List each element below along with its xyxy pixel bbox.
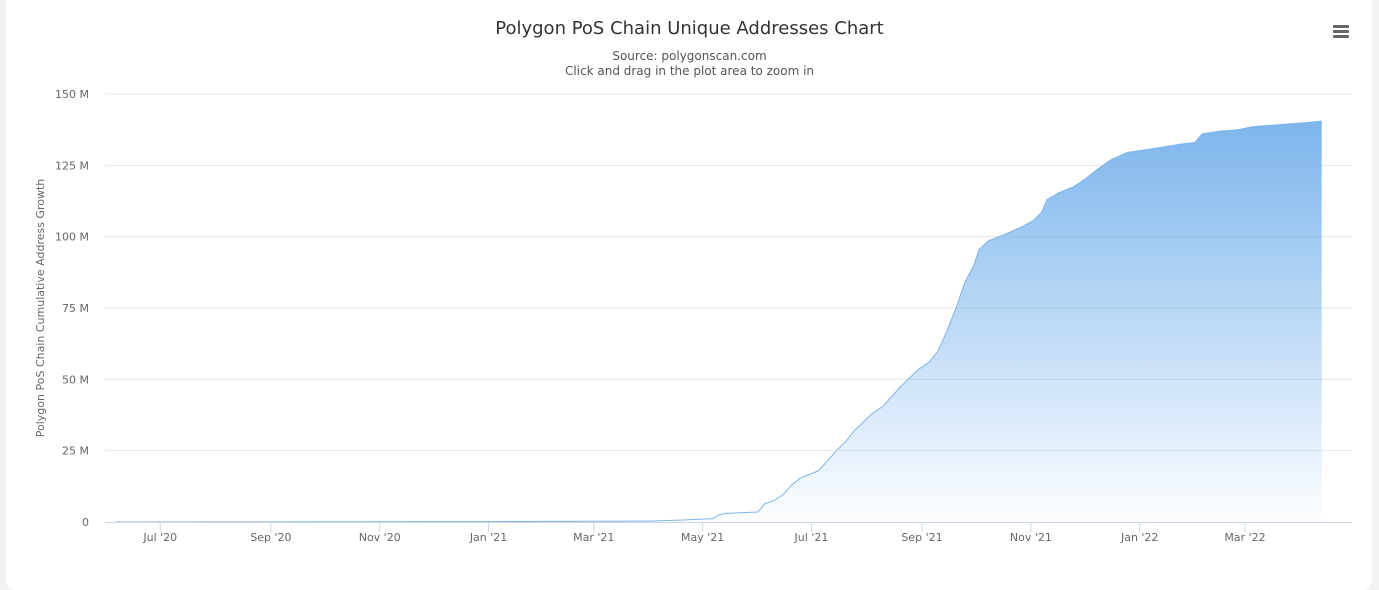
x-tick-label: Sep '21	[901, 531, 942, 544]
chart-title: Polygon PoS Chain Unique Addresses Chart	[495, 18, 884, 39]
x-tick-label: Jan '22	[1120, 531, 1158, 544]
chart-subtitle: Source: polygonscan.com Click and drag i…	[0, 49, 1379, 79]
y-tick-label: 150 M	[55, 88, 89, 101]
x-tick-label: Nov '20	[359, 531, 401, 544]
x-tick-label: Sep '20	[250, 531, 291, 544]
series-line	[115, 120, 1322, 523]
x-tick-label: Jan '21	[469, 531, 507, 544]
y-tick-label: 100 M	[55, 231, 89, 244]
y-tick-label: 50 M	[62, 373, 89, 386]
y-tick-label: 25 M	[62, 445, 89, 458]
x-tick-label: Mar '22	[1224, 531, 1265, 544]
y-axis-title: Polygon PoS Chain Cumulative Address Gro…	[34, 179, 47, 438]
hamburger-menu-icon[interactable]	[1330, 22, 1352, 42]
x-tick-label: Jul '21	[794, 531, 829, 544]
x-tick-label: May '21	[681, 531, 724, 544]
y-tick-label: 125 M	[55, 159, 89, 172]
y-tick-label: 75 M	[62, 302, 89, 315]
x-tick-label: Nov '21	[1010, 531, 1052, 544]
x-tick-label: Jul '20	[142, 531, 177, 544]
x-tick-label: Mar '21	[573, 531, 614, 544]
series-area	[115, 121, 1322, 522]
chart-zoom-hint: Click and drag in the plot area to zoom …	[564, 64, 815, 78]
y-tick-label: 0	[82, 516, 89, 529]
chart-source-text: Source: polygonscan.com	[612, 49, 767, 63]
